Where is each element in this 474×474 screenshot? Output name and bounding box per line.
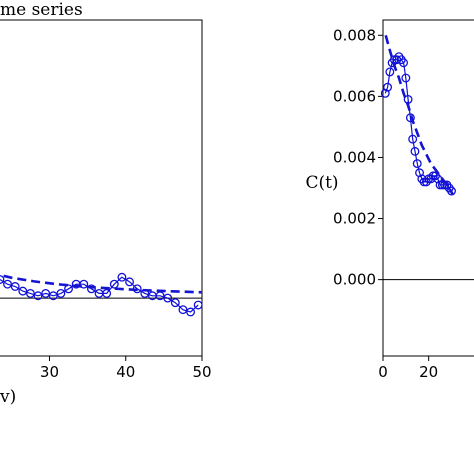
left-plot-frame — [0, 19, 203, 357]
left-data-point — [193, 300, 203, 310]
right-chart-y-axis-label: C(t) — [305, 173, 338, 193]
left-data-point — [125, 277, 135, 287]
left-data-point — [0, 275, 5, 284]
left-chart-title: me series — [0, 0, 83, 20]
left-data-point — [102, 288, 112, 298]
right-y-tick-label: 0.004 — [333, 148, 376, 166]
left-data-point — [48, 291, 58, 301]
right-y-tick-label: 0.006 — [333, 87, 376, 105]
left-data-point — [178, 305, 188, 315]
left-data-point — [79, 279, 89, 289]
left-data-point — [163, 293, 173, 303]
left-data-point — [64, 284, 73, 294]
right-plot-frame — [382, 19, 474, 357]
left-data-point — [86, 284, 96, 294]
left-data-point — [3, 279, 12, 289]
right-data-point — [447, 186, 456, 196]
right-data-point — [385, 67, 395, 77]
left-x-tick-label: 40 — [116, 363, 135, 381]
right-data-point — [401, 73, 411, 83]
right-chart-panel: C(t) 0 20 0.000 0.002 0.004 0.006 0.008 — [305, 19, 474, 381]
right-data-line — [384, 55, 452, 192]
right-x-tick-label: 0 — [378, 363, 388, 381]
right-y-tick-label: 0.002 — [333, 210, 376, 228]
left-data-point — [33, 291, 43, 301]
left-data-point — [18, 286, 28, 296]
right-data-point — [383, 82, 393, 92]
left-data-point — [170, 298, 180, 308]
left-data-point — [117, 272, 127, 282]
left-chart-panel: me series v) 30 40 50 — [0, 0, 212, 407]
left-data-point — [10, 282, 20, 291]
right-x-tick-label: 20 — [419, 363, 438, 381]
right-data-point — [410, 146, 420, 156]
left-x-tick-label: 50 — [192, 363, 211, 381]
right-y-tick-label: 0.000 — [333, 271, 376, 289]
left-chart-x-axis-label: v) — [0, 387, 16, 407]
right-data-point — [408, 134, 418, 144]
left-data-point — [25, 288, 35, 298]
right-data-point — [405, 113, 415, 123]
left-fit-dashed-line — [0, 273, 203, 294]
left-data-point — [186, 307, 196, 317]
left-data-line — [0, 276, 199, 313]
left-x-tick-label: 30 — [40, 363, 59, 381]
left-data-point — [56, 288, 66, 298]
left-data-point — [109, 279, 119, 289]
right-data-point — [380, 88, 390, 98]
left-data-point — [41, 288, 51, 298]
right-data-point — [412, 159, 422, 169]
right-data-point — [415, 168, 424, 178]
right-y-tick-label: 0.008 — [333, 26, 376, 44]
right-data-point — [399, 58, 408, 68]
right-fit-dashed-line — [384, 34, 454, 195]
